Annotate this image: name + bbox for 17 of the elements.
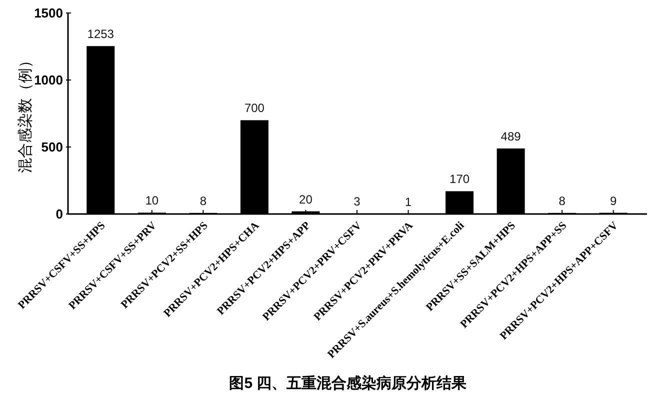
data-label: 9 — [610, 194, 617, 208]
data-label: 8 — [200, 194, 207, 208]
data-label: 20 — [299, 192, 312, 206]
ytick-label: 1000 — [34, 72, 63, 88]
data-label: 1253 — [87, 27, 114, 42]
data-label: 3 — [354, 194, 360, 209]
data-label: 489 — [500, 129, 521, 144]
data-label: 700 — [244, 101, 264, 116]
ytick-label: 500 — [41, 140, 63, 154]
data-label: 170 — [450, 172, 470, 186]
ytick-label: 1500 — [34, 6, 63, 20]
title: 图5 四、五重混合感染病原分析结果 — [229, 375, 467, 392]
data-label: 10 — [145, 194, 159, 208]
ylabel: 混合感染数（例） — [17, 53, 34, 173]
data-label: 1 — [404, 194, 412, 209]
data-label: 8 — [558, 194, 566, 208]
ytick-label: 0 — [56, 206, 63, 222]
